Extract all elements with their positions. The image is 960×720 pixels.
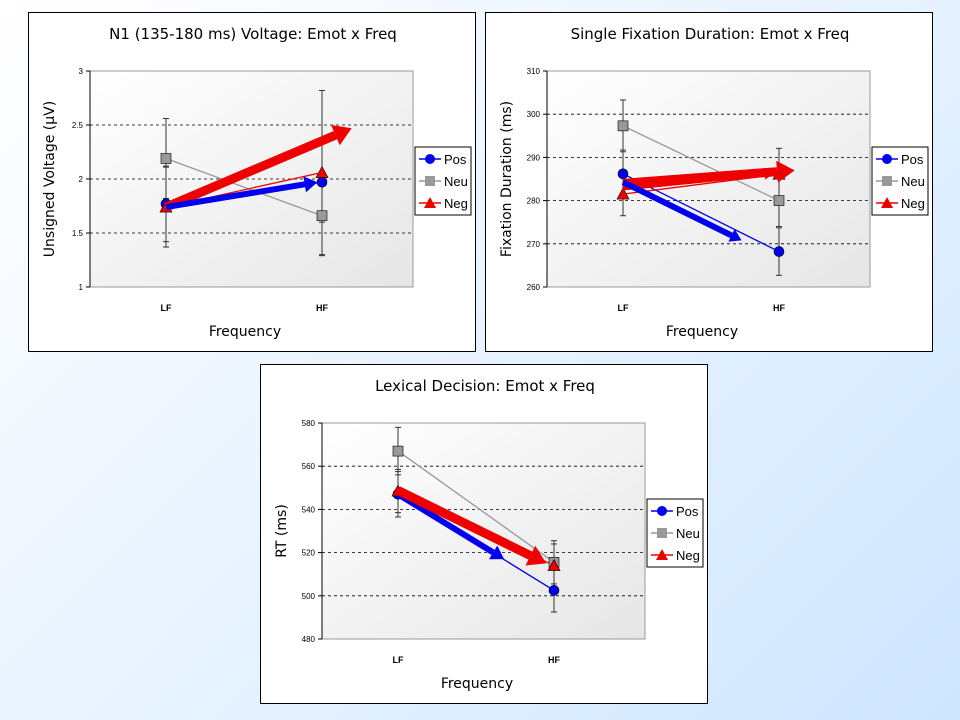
y-tick-label: 1.5 [72, 229, 84, 238]
legend-label-pos: Pos [676, 504, 699, 519]
y-tick-label: 500 [302, 592, 316, 601]
legend-label-pos: Pos [901, 152, 924, 167]
chart-lexical: Lexical Decision: Emot x Freq 480 500 520 5… [274, 377, 704, 692]
x-tick-label: LF [618, 303, 629, 313]
y-tick-label: 480 [302, 635, 316, 644]
y-tick-label: 3 [79, 67, 84, 76]
y-tick-label: 2 [79, 175, 84, 184]
series-line-neu [397, 450, 555, 563]
legend-marker-neu [882, 176, 892, 186]
chart-panel-n1: N1 (135-180 ms) Voltage: Emot x Freq 1 1.… [28, 12, 476, 352]
data-point-neg [616, 187, 630, 200]
chart-fixation: Single Fixation Duration: Emot x Freq 26… [499, 25, 929, 340]
y-tick-label: 520 [302, 549, 316, 558]
x-axis-label: Frequency [666, 324, 738, 340]
chart-panel-lexical: Lexical Decision: Emot x Freq 480 500 520 5… [260, 364, 708, 704]
legend-label-neu: Neu [444, 174, 468, 189]
x-tick-label: HF [548, 655, 560, 665]
y-tick-label: 1 [79, 283, 84, 292]
data-point-neg [315, 165, 329, 178]
legend: Pos Neu Neg [646, 498, 704, 568]
y-axis-label: Unsigned Voltage (μV) [42, 101, 58, 257]
chart-title: N1 (135-180 ms) Voltage: Emot x Freq [109, 25, 397, 43]
y-tick-label: 540 [302, 505, 316, 514]
plot-area: 480 500 520 540 560 580 LF HF [302, 419, 646, 665]
legend-marker-pos [882, 154, 892, 164]
x-tick-label: LF [161, 303, 172, 313]
x-axis-label: Frequency [209, 324, 281, 340]
legend-label-neg: Neg [676, 548, 700, 563]
neg-trend-arrow-shaft [622, 167, 778, 188]
neg-trend-arrow-head [525, 545, 547, 566]
x-tick-label: HF [316, 303, 328, 313]
data-point-neu [316, 210, 328, 222]
y-axis-label: Fixation Duration (ms) [499, 101, 515, 257]
pos-trend-arrow-shaft [165, 181, 306, 211]
legend-label-neg: Neg [444, 196, 468, 211]
plot-background [89, 70, 414, 288]
chart-title: Single Fixation Duration: Emot x Freq [571, 25, 850, 43]
neg-trend-arrow-shaft [164, 130, 338, 212]
legend-marker-neu [425, 176, 435, 186]
x-axis-label: Frequency [441, 676, 513, 692]
neg-trend-arrow-head [776, 160, 795, 183]
y-tick-label: 270 [527, 240, 541, 249]
data-point-neu [160, 153, 172, 164]
data-point-neu [617, 120, 629, 132]
plot-area: 260 270 280 290 300 310 LF HF [527, 67, 871, 313]
legend-label-neu: Neu [901, 174, 925, 189]
legend-label-neu: Neu [676, 526, 700, 541]
x-tick-label: HF [773, 303, 785, 313]
neg-trend-arrow-shaft [396, 486, 533, 560]
data-point-neg [547, 558, 561, 571]
legend: Pos Neu Neg [414, 146, 472, 216]
series-line-neu [165, 157, 323, 217]
legend-marker-neu [657, 528, 667, 538]
pos-trend-arrow-shaft [621, 179, 733, 239]
legend-marker-pos [425, 154, 435, 164]
data-point-pos [548, 585, 560, 596]
data-point-pos [617, 168, 629, 180]
data-point-neu [392, 445, 404, 457]
plot-area: 1 1.5 2 2.5 3 LF HF [72, 67, 414, 313]
legend-marker-neg [424, 197, 436, 208]
y-tick-label: 580 [302, 419, 316, 428]
y-tick-label: 300 [527, 110, 541, 119]
chart-panel-fixation: Single Fixation Duration: Emot x Freq 26… [485, 12, 933, 352]
chart-n1: N1 (135-180 ms) Voltage: Emot x Freq 1 1.… [42, 25, 472, 340]
pos-trend-arrow-head [728, 229, 742, 242]
series-line-neu [622, 125, 780, 202]
legend-marker-neg [656, 549, 668, 560]
legend-marker-neg [881, 197, 893, 208]
y-tick-label: 290 [527, 153, 541, 162]
legend-marker-pos [657, 506, 667, 516]
legend: Pos Neu Neg [871, 146, 929, 216]
pos-trend-arrow-shaft [396, 491, 495, 555]
data-point-neu [773, 195, 785, 206]
y-tick-label: 310 [527, 67, 541, 76]
data-point-pos [773, 246, 785, 257]
legend-label-pos: Pos [444, 152, 467, 167]
data-point-pos [316, 176, 328, 188]
y-tick-label: 2.5 [72, 121, 84, 130]
y-tick-label: 280 [527, 197, 541, 206]
legend-label-neg: Neg [901, 196, 925, 211]
x-tick-label: LF [393, 655, 404, 665]
y-tick-label: 560 [302, 462, 316, 471]
y-tick-label: 260 [527, 283, 541, 292]
pos-trend-arrow-head [303, 176, 318, 193]
pos-trend-arrow-head [488, 545, 505, 560]
chart-title: Lexical Decision: Emot x Freq [375, 377, 595, 395]
y-axis-label: RT (ms) [274, 504, 290, 558]
neg-trend-arrow-head [331, 124, 352, 146]
